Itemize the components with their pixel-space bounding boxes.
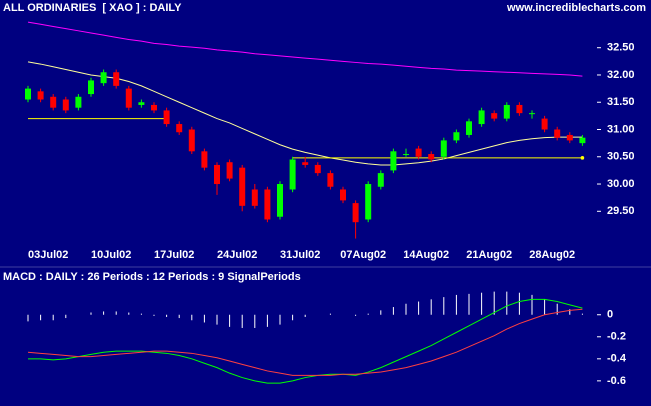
candle-body <box>491 113 498 119</box>
y-tick-label: 31.00 <box>607 123 635 135</box>
macd-line <box>27 308 583 376</box>
candle-body <box>239 167 246 206</box>
y-tick-label: 29.50 <box>607 205 635 217</box>
candle-body <box>403 154 409 156</box>
candle-body <box>390 151 397 171</box>
x-tick-label: 14Aug02 <box>403 249 449 261</box>
y-tick-label: 32.50 <box>607 42 635 54</box>
candle-body <box>365 184 372 220</box>
candle-body <box>113 72 120 86</box>
candle-body <box>327 173 334 187</box>
candle-body <box>340 189 346 201</box>
candle-body <box>37 91 44 100</box>
candle-body <box>440 140 447 157</box>
candle-body <box>289 159 296 190</box>
candle-body <box>226 162 233 179</box>
candle-body <box>566 134 573 141</box>
x-tick-label: 21Aug02 <box>466 249 512 261</box>
x-tick-label: 07Aug02 <box>340 249 386 261</box>
candle-body <box>541 118 548 130</box>
moving-average <box>27 21 583 77</box>
candle-body <box>88 80 94 95</box>
candle-body <box>277 184 283 217</box>
y-tick-label: 0 <box>607 309 613 321</box>
candle-body <box>516 104 523 114</box>
candle-body <box>415 148 422 157</box>
candle-body <box>100 72 107 84</box>
candle-body <box>302 162 309 165</box>
candle-body <box>201 151 208 168</box>
candle-body <box>377 173 384 187</box>
candle-body <box>428 154 435 160</box>
y-tick-label: 31.50 <box>607 96 635 108</box>
macd-title: MACD : DAILY : 26 Periods : 12 Periods :… <box>3 271 301 283</box>
candle-body <box>163 110 170 125</box>
x-tick-label: 31Jul02 <box>280 249 320 261</box>
candle-body <box>466 121 472 135</box>
macd-line <box>28 298 583 384</box>
candle-body <box>264 189 271 220</box>
candle-body <box>453 132 460 141</box>
candle-body <box>251 189 258 206</box>
trend-line-end <box>580 156 585 160</box>
candle-body <box>314 164 321 174</box>
candle-body <box>188 129 195 152</box>
candle-body <box>25 88 31 100</box>
y-tick-label: -0.4 <box>607 353 627 365</box>
candle-body <box>352 203 359 223</box>
candle-body <box>62 99 69 111</box>
x-tick-label: 17Jul02 <box>154 249 194 261</box>
candle-body <box>151 104 157 111</box>
candle-body <box>503 104 510 119</box>
candle-body <box>176 124 183 133</box>
candle-body <box>529 113 535 115</box>
watermark: www.incrediblecharts.com <box>506 2 646 14</box>
candle-body <box>138 102 145 105</box>
x-tick-label: 28Aug02 <box>529 249 575 261</box>
candle-body <box>50 96 57 108</box>
y-tick-label: -0.2 <box>607 331 626 343</box>
candle-body <box>579 137 586 144</box>
candle-body <box>125 88 132 108</box>
candle-body <box>214 164 220 185</box>
candle-body <box>478 110 485 125</box>
x-tick-label: 10Jul02 <box>91 249 131 261</box>
x-tick-label: 24Jul02 <box>217 249 257 261</box>
y-tick-label: 32.00 <box>607 69 635 81</box>
candle-body <box>75 96 82 108</box>
x-tick-label: 03Jul02 <box>28 249 68 261</box>
y-tick-label: 30.00 <box>607 178 635 190</box>
y-tick-label: 30.50 <box>607 151 635 163</box>
candle-body <box>554 129 561 138</box>
y-tick-label: -0.6 <box>607 375 626 387</box>
moving-average <box>27 61 583 166</box>
chart-title: ALL ORDINARIES [ XAO ] : DAILY <box>3 2 182 14</box>
